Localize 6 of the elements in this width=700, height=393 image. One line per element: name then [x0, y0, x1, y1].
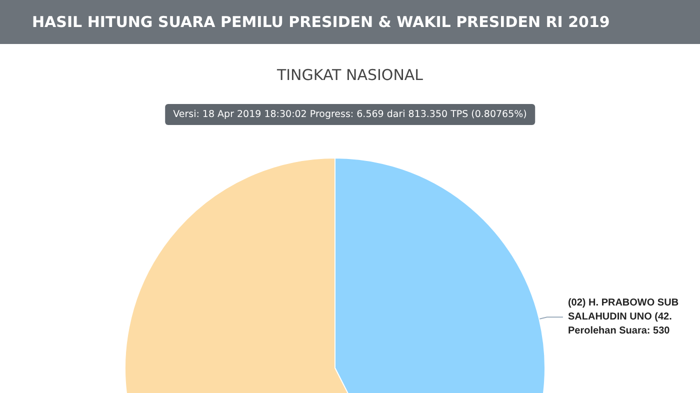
data-label: SALAHUDIN UNO (42. [568, 312, 672, 323]
text: Perolehan Suara: 530 [568, 326, 670, 337]
chart-title: HASIL HITUNG SUARA PEMILU PRESIDEN & WAKIL PRESIDEN RI 2019 [0, 0, 700, 44]
text: Versi: 18 Apr 2019 18:30:02 Progress: 6.569 dari 813.350 TPS (0.80765%) [165, 104, 535, 125]
chart-subtitle: TINGKAT NASIONAL [276, 66, 424, 84]
slice-label: (02) H. PRABOWO SUB [568, 298, 679, 309]
